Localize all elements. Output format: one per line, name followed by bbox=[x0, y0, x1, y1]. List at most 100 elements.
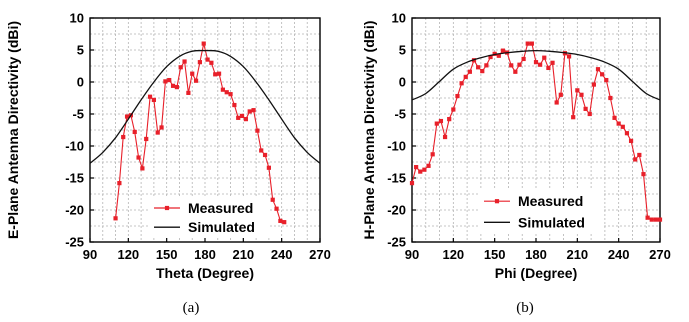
data-point bbox=[604, 77, 609, 83]
data-point bbox=[595, 67, 601, 72]
data-point bbox=[529, 41, 534, 46]
data-point bbox=[509, 63, 514, 68]
data-point bbox=[633, 157, 638, 162]
series-line bbox=[411, 49, 661, 101]
data-point bbox=[163, 79, 168, 84]
data-point bbox=[426, 163, 431, 168]
y-tick-label: 5 bbox=[77, 43, 84, 58]
data-point bbox=[282, 220, 287, 225]
data-point bbox=[193, 78, 199, 83]
data-point bbox=[239, 113, 245, 119]
x-tick-label: 180 bbox=[525, 247, 547, 262]
data-point bbox=[624, 131, 630, 136]
data-point bbox=[270, 197, 275, 202]
data-point bbox=[434, 121, 439, 126]
y-axis-title: H-Plane Antenna Directivity (dBi) bbox=[361, 21, 377, 240]
data-point bbox=[247, 109, 252, 114]
data-point bbox=[579, 92, 584, 97]
data-point bbox=[620, 124, 625, 129]
y-tick-label: 5 bbox=[399, 43, 406, 58]
data-point bbox=[147, 94, 153, 99]
data-point bbox=[232, 102, 237, 108]
data-point bbox=[550, 60, 555, 65]
data-point bbox=[243, 117, 248, 122]
grid bbox=[412, 18, 660, 242]
data-point bbox=[513, 69, 518, 74]
y-tick-label: -5 bbox=[394, 107, 406, 122]
data-point bbox=[628, 138, 634, 143]
data-point bbox=[178, 65, 183, 70]
data-point bbox=[117, 181, 122, 186]
data-point bbox=[500, 48, 506, 53]
data-point bbox=[167, 77, 172, 83]
data-point bbox=[278, 218, 283, 223]
legend: Measured Simulated bbox=[150, 196, 270, 236]
data-point bbox=[124, 114, 130, 119]
data-point bbox=[205, 57, 210, 62]
y-axis-title: E-Plane Antenna Directivity (dBi) bbox=[5, 21, 21, 239]
x-tick-label: 240 bbox=[271, 247, 293, 262]
data-point bbox=[641, 172, 646, 177]
data-point bbox=[608, 95, 613, 101]
data-point bbox=[209, 60, 214, 65]
y-tick-label: -25 bbox=[65, 235, 84, 250]
legend-label-measured: Measured bbox=[518, 193, 583, 209]
data-point bbox=[224, 90, 229, 95]
legend-label-measured: Measured bbox=[188, 200, 253, 216]
y-tick-label: -20 bbox=[387, 203, 406, 218]
data-point bbox=[255, 128, 260, 133]
y-tick-label: -15 bbox=[387, 171, 406, 186]
data-point bbox=[190, 71, 195, 76]
x-tick-label: 210 bbox=[232, 247, 254, 262]
data-point bbox=[442, 134, 448, 140]
y-tick-label: -20 bbox=[65, 203, 84, 218]
data-point bbox=[649, 217, 654, 222]
data-point bbox=[447, 117, 452, 122]
y-tick-label: 0 bbox=[77, 75, 84, 90]
legend-box bbox=[480, 188, 604, 232]
data-point bbox=[463, 74, 468, 79]
data-point bbox=[554, 100, 559, 105]
y-tick-label: 10 bbox=[70, 11, 84, 26]
data-point bbox=[533, 60, 539, 65]
data-point bbox=[451, 107, 456, 112]
data-point bbox=[132, 129, 137, 135]
data-point bbox=[521, 56, 526, 62]
x-tick-label: 90 bbox=[83, 247, 97, 262]
data-point bbox=[645, 215, 650, 220]
x-axis-title: Theta (Degree) bbox=[156, 265, 254, 281]
x-tick-label: 120 bbox=[117, 247, 139, 262]
data-point bbox=[414, 165, 419, 170]
x-tick-label: 150 bbox=[156, 247, 178, 262]
data-point bbox=[151, 97, 156, 103]
data-point bbox=[476, 65, 481, 70]
legend-marker-measured bbox=[164, 205, 170, 211]
chart-panel-a: 90 120 150 180 210 240 270 -25 -20 -15 -10 -5 0 5 10 Th… bbox=[5, 11, 331, 317]
data-point bbox=[182, 59, 187, 64]
data-point bbox=[197, 60, 202, 65]
data-point bbox=[657, 217, 663, 222]
data-point bbox=[121, 134, 126, 140]
data-point bbox=[566, 54, 572, 59]
data-point bbox=[251, 108, 256, 113]
y-tick-label: -10 bbox=[387, 139, 406, 154]
x-tick-label: 270 bbox=[649, 247, 671, 262]
data-point bbox=[612, 115, 617, 120]
data-point bbox=[201, 41, 206, 46]
data-point bbox=[484, 63, 489, 68]
data-point bbox=[266, 165, 271, 170]
data-point bbox=[174, 85, 179, 90]
x-axis-title: Phi (Degree) bbox=[495, 265, 577, 281]
x-tick-label: 90 bbox=[405, 247, 419, 262]
y-tick-label: -15 bbox=[65, 171, 84, 186]
data-point bbox=[517, 62, 522, 67]
data-point bbox=[155, 130, 160, 135]
data-point bbox=[637, 152, 642, 158]
data-point bbox=[587, 111, 592, 117]
data-point bbox=[525, 41, 530, 46]
x-tick-label: 180 bbox=[194, 247, 216, 262]
x-tick-label: 270 bbox=[309, 247, 331, 262]
data-point bbox=[159, 125, 164, 130]
data-point bbox=[575, 88, 580, 93]
